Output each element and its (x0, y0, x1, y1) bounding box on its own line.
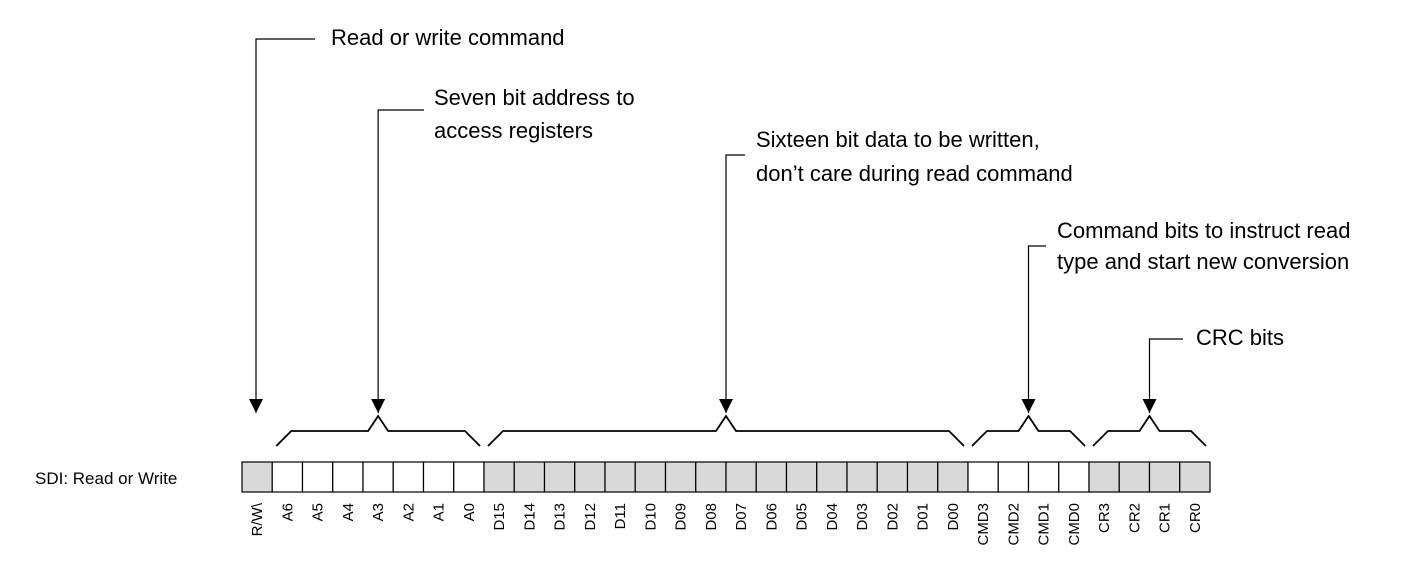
bit-cells (241, 461, 1211, 493)
bit-label: D00 (945, 503, 962, 531)
annotation-address-line-1: Seven bit address to (434, 85, 635, 110)
bit-cell-d06 (755, 461, 788, 493)
bit-label: D04 (824, 503, 841, 531)
bit-cell-a3 (362, 461, 394, 493)
arrow-rw (249, 38, 315, 413)
bit-cell-cr0 (1179, 461, 1211, 493)
bit-cell-cmd1 (1027, 461, 1060, 493)
bit-label: A6 (279, 503, 296, 521)
bit-cell-d10 (634, 461, 667, 493)
row-label: SDI: Read or Write (35, 469, 177, 488)
bit-label: CMD2 (1005, 503, 1022, 546)
bit-label: CMD0 (1066, 503, 1083, 546)
bit-cell-d05 (785, 461, 818, 493)
arrow-address (371, 109, 424, 413)
bit-label: R/W\ (249, 502, 266, 536)
bit-cell-rw (241, 461, 273, 493)
bit-cell-cr2 (1118, 461, 1151, 493)
bit-cell-a6 (271, 461, 304, 493)
bit-label: CR3 (1096, 503, 1113, 533)
bit-cell-cmd3 (967, 461, 999, 493)
bit-label: D06 (763, 503, 780, 531)
bit-label: CMD1 (1036, 503, 1053, 546)
bit-label: A5 (310, 503, 327, 521)
bit-cell-cr1 (1148, 461, 1181, 493)
bit-label: D12 (582, 503, 599, 531)
bit-cell-a4 (332, 461, 364, 493)
bit-label: D15 (491, 503, 508, 531)
brace-command (971, 414, 1086, 447)
brace-data (487, 414, 965, 447)
bit-label: D11 (612, 503, 629, 529)
annotation-data-line-2: don’t care during read command (756, 161, 1073, 186)
bit-cell-d03 (846, 461, 878, 493)
arrow-data (719, 154, 745, 413)
annotation-crc-line-1: CRC bits (1196, 325, 1284, 350)
bit-label: D02 (884, 503, 901, 531)
bit-cell-d01 (906, 461, 939, 493)
bit-cell-a1 (422, 461, 455, 493)
bit-cell-d11 (604, 461, 636, 493)
bit-labels: R/W\ A6 A5 A4 A3 A2 A1 A0 D15 D14 D13 D12 D11 D10 D09 D… (249, 502, 1204, 545)
bit-cell-d09 (664, 461, 697, 493)
bit-label: A0 (461, 503, 478, 521)
bit-label: D08 (703, 503, 720, 531)
bit-cell-d04 (816, 461, 848, 493)
bit-cell-a0 (453, 461, 485, 493)
group-braces (275, 414, 1207, 447)
bit-label: D01 (915, 503, 932, 531)
brace-address (275, 414, 481, 447)
bit-cell-d15 (483, 461, 515, 493)
bit-cell-d13 (543, 461, 576, 493)
annotation-command-line-1: Command bits to instruct read (1057, 218, 1350, 243)
bit-label: D13 (552, 503, 569, 531)
bit-label: CR1 (1157, 503, 1174, 533)
bit-label: A3 (370, 503, 387, 521)
bit-cell-d07 (725, 461, 757, 493)
annotation-data-line-1: Sixteen bit data to be written, (756, 127, 1040, 152)
bit-label: A4 (340, 503, 357, 521)
bit-cell-cr3 (1088, 461, 1120, 493)
bit-label: CR2 (1126, 503, 1143, 533)
bit-cell-a2 (392, 461, 425, 493)
bit-label: D09 (673, 503, 690, 531)
arrow-crc (1142, 338, 1183, 413)
bit-cell-a5 (301, 461, 334, 493)
arrow-command (1021, 245, 1046, 413)
bit-cell-cmd0 (1058, 461, 1090, 493)
brace-crc (1092, 414, 1207, 447)
bit-label: A2 (400, 503, 417, 521)
bit-label: CMD3 (975, 503, 992, 546)
bit-label: A1 (431, 503, 448, 521)
bit-label: D03 (854, 503, 871, 531)
bit-cell-d08 (695, 461, 727, 493)
bit-cell-cmd2 (997, 461, 1030, 493)
annotation-arrows (249, 38, 1183, 413)
annotation-address-line-2: access registers (434, 118, 593, 143)
bit-label: D10 (642, 503, 659, 531)
annotation-rw-line-1: Read or write command (331, 25, 565, 50)
bit-label: CR0 (1187, 503, 1204, 533)
bit-cell-d02 (876, 461, 909, 493)
bit-label: D07 (733, 503, 750, 531)
bit-label: D05 (794, 503, 811, 531)
annotation-texts: Read or write command Seven bit address t… (331, 25, 1350, 350)
bit-label: D14 (521, 503, 538, 531)
bit-cell-d00 (937, 461, 969, 493)
annotation-command-line-2: type and start new conversion (1057, 249, 1349, 274)
bit-cell-d12 (574, 461, 606, 493)
bit-cell-d14 (513, 461, 546, 493)
